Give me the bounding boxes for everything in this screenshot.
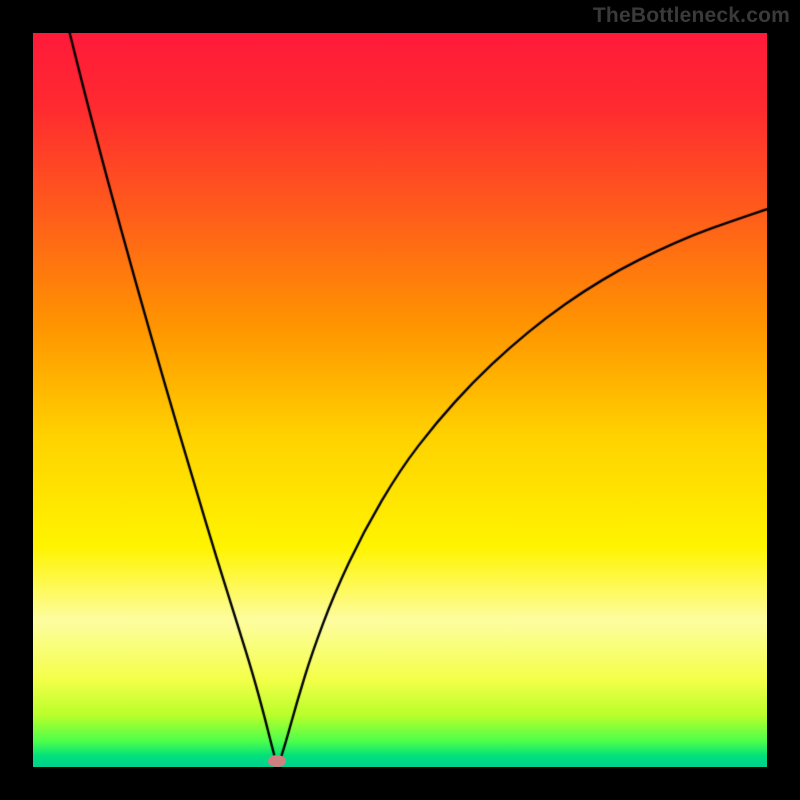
watermark-text: TheBottleneck.com	[593, 4, 790, 28]
curve-canvas	[33, 33, 767, 767]
plot-area	[33, 33, 767, 767]
minimum-marker	[268, 755, 286, 767]
chart-container: { "watermark": { "text": "TheBottleneck.…	[0, 0, 800, 800]
